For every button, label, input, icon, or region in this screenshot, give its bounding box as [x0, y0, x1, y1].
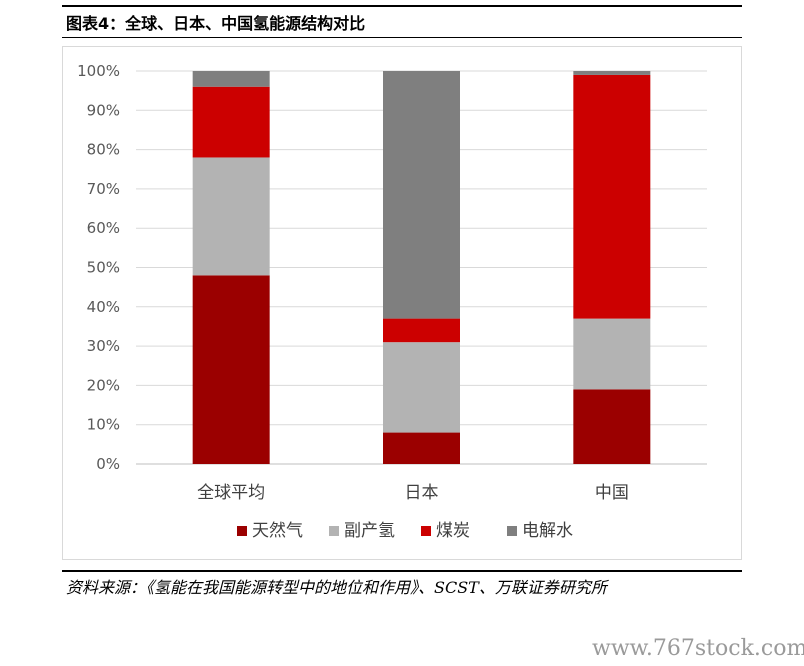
legend-label: 副产氢 — [344, 521, 395, 541]
y-tick-label: 10% — [87, 416, 120, 434]
x-tick-label: 全球平均 — [197, 483, 265, 503]
figure-caption: 图表4：全球、日本、中国氢能源结构对比 — [66, 14, 366, 33]
bar-segment — [573, 71, 651, 75]
y-tick-label: 30% — [87, 337, 120, 355]
bar-segment — [573, 389, 651, 464]
legend-label: 煤炭 — [436, 521, 470, 541]
bar-segment — [383, 342, 460, 433]
legend-swatch — [237, 526, 247, 536]
legend-swatch — [421, 526, 431, 536]
bar-segment — [192, 157, 270, 276]
bar-segment — [192, 275, 270, 464]
caption-rule — [62, 37, 742, 38]
x-tick-label: 中国 — [595, 483, 629, 503]
y-tick-label: 50% — [87, 259, 120, 277]
watermark: www.767stock.com — [592, 636, 804, 661]
y-tick-label: 100% — [77, 62, 120, 80]
x-tick-label: 日本 — [405, 483, 439, 503]
bar-segment — [383, 71, 460, 319]
source-rule — [62, 570, 742, 572]
legend-label: 天然气 — [252, 521, 303, 541]
bar-segment — [573, 74, 651, 319]
y-tick-label: 20% — [87, 376, 120, 394]
legend-label: 电解水 — [522, 521, 573, 541]
y-tick-label: 0% — [96, 455, 120, 473]
y-tick-label: 70% — [87, 180, 120, 198]
bar-segment — [383, 318, 460, 343]
y-tick-label: 80% — [87, 141, 120, 159]
bar-segment — [192, 71, 270, 87]
y-tick-label: 90% — [87, 101, 120, 119]
stacked-bar-chart: 0% 10% 20% 30% 40% 50% 60% 70% 80% 90% 100% 全球平均 日本 中… — [77, 62, 707, 541]
y-tick-label: 60% — [87, 219, 120, 237]
chart-frame — [62, 46, 742, 560]
top-rule — [62, 5, 742, 7]
source-note: 资料来源：《氢能在我国能源转型中的地位和作用》、SCST、万联证券研究所 — [66, 578, 607, 597]
bar-segment — [573, 318, 651, 390]
bar-segment — [192, 86, 270, 158]
bar-segment — [383, 432, 460, 464]
y-tick-label: 40% — [87, 298, 120, 316]
legend-swatch — [507, 526, 517, 536]
legend-swatch — [329, 526, 339, 536]
